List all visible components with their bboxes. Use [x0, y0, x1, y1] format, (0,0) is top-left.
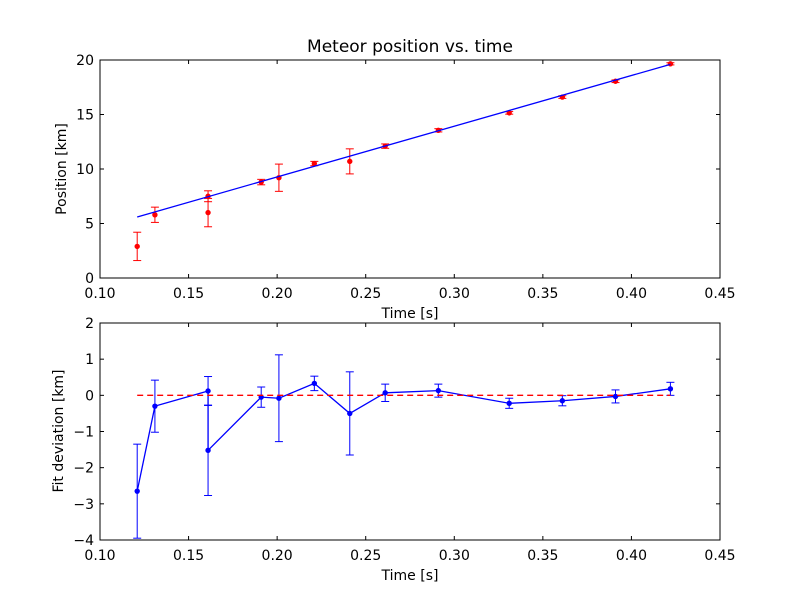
x-tick-label: 0.30	[439, 286, 470, 302]
x-tick-label: 0.25	[350, 548, 381, 564]
data-point	[311, 380, 318, 387]
data-point	[667, 386, 674, 392]
deviation-marks	[133, 354, 675, 539]
y-tick-label: 1	[85, 352, 94, 368]
y-tick-label: 10	[76, 162, 94, 178]
position-panel: Meteor position vs. time 0.10 0.15 0.20 0.2…	[54, 37, 736, 322]
data-point	[205, 447, 211, 454]
y-tick-label: 20	[76, 53, 94, 69]
data-point	[347, 410, 353, 417]
x-tick-label: 0.40	[616, 286, 647, 302]
data-point	[152, 403, 158, 409]
x-tick-label: 0.15	[173, 548, 204, 564]
y-tick-label: 2	[85, 316, 94, 332]
data-point	[134, 488, 140, 494]
y-tick-label: −2	[73, 461, 94, 477]
y-axis-label: Position [km]	[54, 123, 70, 215]
data-point	[506, 400, 512, 406]
x-tick-label: 0.30	[439, 548, 470, 564]
x-tick-label: 0.10	[84, 548, 115, 564]
x-tick-label: 0.20	[262, 286, 293, 302]
x-tick-label: 0.15	[173, 286, 204, 302]
x-tick-label: 0.35	[527, 286, 558, 302]
data-point	[612, 393, 619, 400]
x-tick-label: 0.25	[350, 286, 381, 302]
x-tick-label: 0.35	[527, 548, 558, 564]
chart-title: Meteor position vs. time	[307, 37, 513, 57]
x-tick-label: 0.20	[262, 548, 293, 564]
position-marks	[133, 61, 675, 262]
y-tick-label: 0	[85, 388, 94, 404]
y-tick-label: −3	[73, 497, 94, 513]
data-point	[559, 398, 566, 404]
deviation-ticks: 0.10 0.15 0.20 0.25 0.30 0.35 0.40 0.45 −4 −3 −2 −1…	[73, 316, 735, 564]
deviation-panel: 0.10 0.15 0.20 0.25 0.30 0.35 0.40 0.45 −4 −3 −2 −1…	[51, 316, 736, 584]
x-tick-label: 0.10	[84, 286, 115, 302]
data-point	[382, 390, 388, 396]
data-point	[152, 212, 158, 218]
y-tick-label: 15	[76, 108, 94, 124]
y-axis-label: Fit deviation [km]	[51, 369, 67, 492]
y-tick-label: −1	[73, 425, 94, 441]
data-point	[205, 209, 211, 216]
position-ticks: 0.10 0.15 0.20 0.25 0.30 0.35 0.40 0.45 0 5 10 15 20	[76, 53, 735, 302]
y-tick-label: −4	[73, 533, 94, 549]
x-tick-label: 0.40	[616, 548, 647, 564]
data-point	[435, 387, 442, 394]
data-point	[276, 395, 282, 401]
fit-line	[137, 63, 671, 218]
x-tick-label: 0.45	[704, 548, 735, 564]
x-axis-label: Time [s]	[381, 306, 439, 322]
data-point	[134, 243, 140, 250]
data-point	[347, 158, 353, 165]
data-point	[311, 160, 318, 167]
y-tick-label: 5	[85, 217, 94, 233]
y-tick-label: 0	[85, 271, 94, 287]
x-tick-label: 0.45	[704, 286, 735, 302]
data-point	[205, 388, 211, 394]
x-axis-label: Time [s]	[381, 568, 439, 584]
